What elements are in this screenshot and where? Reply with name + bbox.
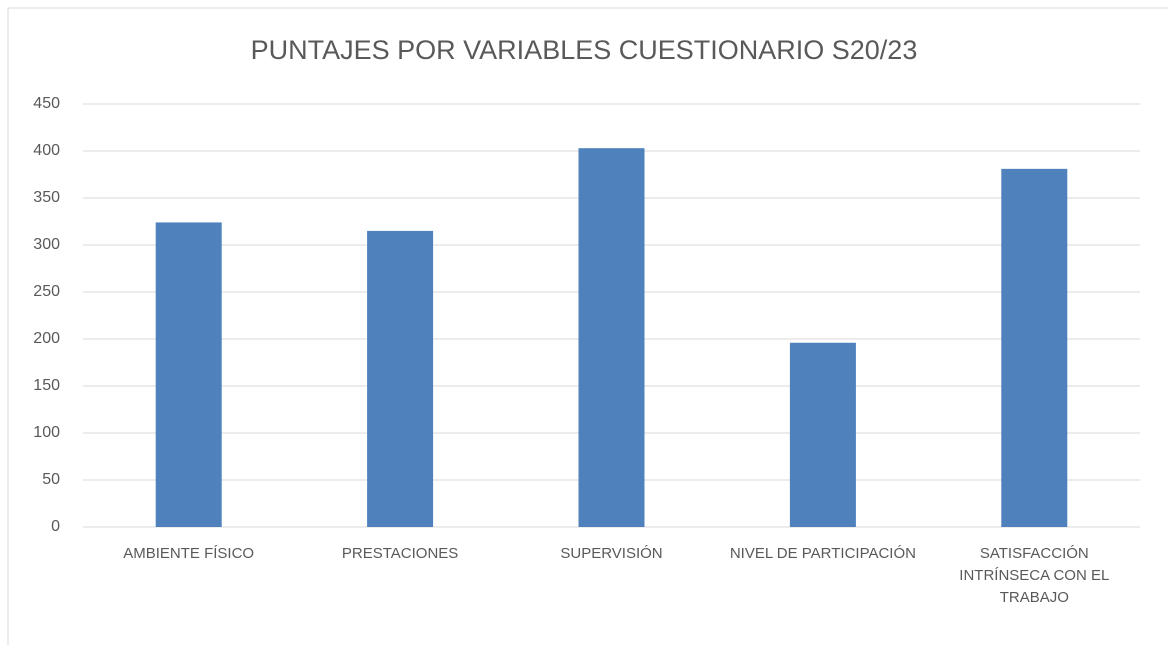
y-tick-label: 450 (33, 95, 60, 112)
bar (155, 222, 222, 527)
x-tick-label: PRESTACIONES (341, 545, 459, 562)
x-tick-label: NIVEL DE PARTICIPACIÓN (729, 545, 916, 562)
chart-border (7, 7, 1168, 645)
y-tick-label: 400 (33, 142, 60, 159)
y-tick-label: 0 (51, 518, 60, 535)
y-tick-label: 300 (33, 236, 60, 253)
y-tick-label: 350 (33, 189, 60, 206)
y-tick-label: 50 (42, 471, 60, 488)
bar (578, 148, 645, 527)
bar (1001, 168, 1068, 528)
x-tick-label: SUPERVISIÓN (560, 545, 663, 562)
y-tick-label: 100 (33, 424, 60, 441)
bar (789, 342, 856, 527)
y-tick-label: 250 (33, 283, 60, 300)
y-tick-label: 150 (33, 377, 60, 394)
y-tick-label: 200 (33, 330, 60, 347)
x-tick-label: SATISFACCIÓN INTRÍNSECA CON EL TRABAJO (959, 545, 1110, 606)
x-tick-label: AMBIENTE FÍSICO (123, 545, 255, 562)
bar (367, 230, 434, 527)
chart-title: PUNTAJES POR VARIABLES CUESTIONARIO S20/… (251, 35, 918, 65)
